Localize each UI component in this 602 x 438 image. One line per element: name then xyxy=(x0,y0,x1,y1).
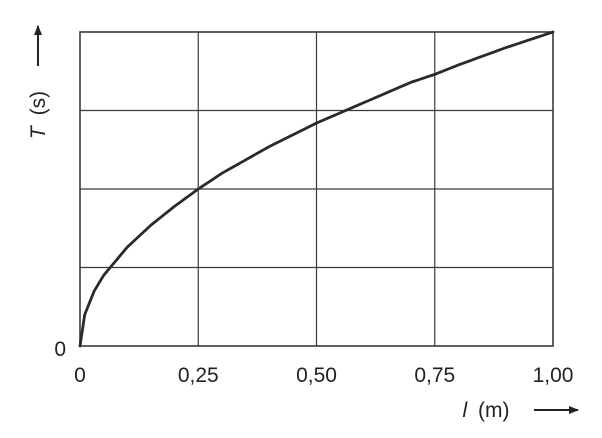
svg-text:T (s): T (s) xyxy=(27,91,50,139)
y-tick-labels: 0 xyxy=(54,338,66,361)
y-axis-label: T (s) xyxy=(27,91,50,139)
x-axis-label: l (m) xyxy=(463,399,510,422)
x-tick-labels: 0 0,25 0,50 0,75 1,00 xyxy=(74,364,573,387)
y-tick-label: 0 xyxy=(54,338,66,361)
x-tick-label: 0,50 xyxy=(296,364,337,387)
x-axis-unit: (m) xyxy=(478,399,509,422)
x-axis-symbol: l xyxy=(463,399,469,422)
y-axis-unit: (s) xyxy=(27,91,50,116)
series-line-0 xyxy=(78,30,555,348)
grid xyxy=(80,32,553,346)
x-tick-label: 0 xyxy=(74,364,86,387)
x-tick-label: 1,00 xyxy=(533,364,574,387)
x-tick-label: 0,75 xyxy=(414,364,455,387)
y-axis-symbol: T xyxy=(27,124,50,139)
curves xyxy=(78,30,555,348)
x-tick-label: 0,25 xyxy=(178,364,219,387)
